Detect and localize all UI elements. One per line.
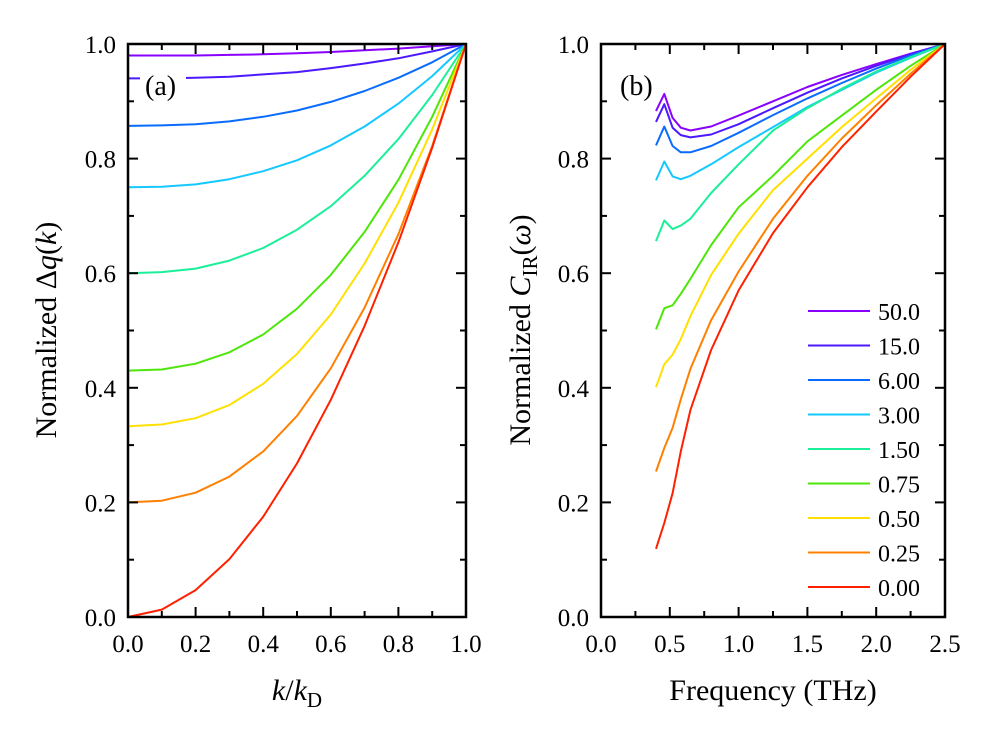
panel-b-x-tick-label: 2.0: [861, 631, 892, 658]
panel-a-series-line-7: [127, 43, 467, 504]
legend-label-1.50: 1.50: [878, 438, 920, 464]
legend-label-6.00: 6.00: [878, 369, 920, 395]
panel-b-panel-label: (b): [620, 71, 653, 102]
panel-a-x-tick-label: 0.2: [180, 631, 211, 658]
panel-a: (a) 0.0 0.2 0.4 0.6 0.8 1.0 0.0 0.2 0.4 0.6 0.8 1.0: [85, 32, 482, 658]
panel-b-series-line-6.00: [655, 43, 946, 154]
panel-b-series-line-15.0: [655, 43, 946, 139]
panel-a-y-tick-label: 0.2: [85, 490, 116, 517]
panel-b-x-tick-label: 0.5: [654, 631, 685, 658]
panel-a-series-line-6: [127, 43, 467, 428]
panel-a-y-tick-label: 0.4: [85, 376, 117, 403]
panel-a-y-tick-label: 0.0: [85, 605, 116, 632]
panel-a-series-line-5: [127, 43, 467, 372]
legend-label-0.50: 0.50: [878, 507, 920, 533]
panel-b-series-line-0.00: [655, 43, 946, 550]
legend-label-50.0: 50.0: [878, 300, 920, 326]
panel-b-y-tick-label: 0.4: [558, 376, 590, 403]
panel-a-panel-label: (a): [145, 71, 176, 102]
panel-a-x-tick-label: 1.0: [450, 631, 481, 658]
panel-a-x-tick-label: 0.8: [383, 631, 414, 658]
panel-b-y-tick-label: 0.8: [558, 147, 589, 174]
panel-b-x-tick-label: 1.5: [792, 631, 823, 658]
panel-b-series-line-1.50: [655, 43, 946, 242]
panel-a-x-tick-label: 0.6: [315, 631, 346, 658]
panel-b-y-tick-label: 1.0: [558, 32, 589, 59]
legend-label-0.75: 0.75: [878, 473, 920, 499]
panel-b-x-tick-label: 1.0: [723, 631, 754, 658]
panel-b-series-line-0.75: [655, 43, 946, 330]
panel-b-y-axis-title: Normalized CIR(ω): [504, 214, 542, 445]
panel-a-x-tick-label: 0.4: [248, 631, 280, 658]
panel-b: (b) 0.0 0.5 1.0 1.5 2.0 2.5 0.0 0.2 0.4 0.6 0.8 1.0 5…: [558, 32, 961, 658]
panel-a-y-axis-title: Normalized Δq(k): [30, 222, 63, 439]
legend: 50.0 15.0 6.00 3.00 1.50 0.75 0.50 0.25 0.00: [808, 300, 920, 602]
panel-b-x-axis-title: Frequency (THz): [669, 674, 876, 707]
panel-a-series-line-2: [127, 43, 467, 127]
panel-b-y-tick-label: 0.2: [558, 490, 589, 517]
panel-a-series-line-0: [128, 43, 467, 57]
legend-label-15.0: 15.0: [878, 335, 920, 361]
panel-b-series-line-50.0: [655, 43, 946, 132]
panel-b-x-tick-label: 0.0: [585, 631, 616, 658]
panel-b-y-tick-label: 0.6: [558, 261, 589, 288]
panel-b-series-line-0.50: [655, 43, 946, 388]
panel-a-x-axis-title: k/kD: [272, 674, 322, 712]
panel-a-axes-frame: [126, 42, 468, 619]
panel-a-series-line-4: [127, 43, 467, 275]
panel-a-series-line-3: [127, 43, 467, 189]
panel-a-y-tick-label: 0.8: [85, 147, 116, 174]
legend-label-3.00: 3.00: [878, 404, 920, 430]
panel-b-y-tick-label: 0.0: [558, 605, 589, 632]
panel-a-x-tick-label: 0.0: [112, 631, 143, 658]
legend-label-0.25: 0.25: [878, 542, 920, 568]
panel-a-y-tick-label: 1.0: [85, 32, 116, 59]
panel-a-label-background: [140, 69, 186, 101]
panel-a-y-tick-label: 0.6: [85, 261, 116, 288]
legend-label-0.00: 0.00: [878, 576, 920, 602]
panel-b-series-line-0.25: [655, 43, 946, 472]
panel-a-series-line-8: [127, 43, 467, 618]
panel-b-x-tick-label: 2.5: [929, 631, 960, 658]
